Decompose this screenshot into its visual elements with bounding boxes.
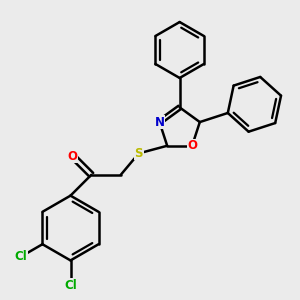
Text: Cl: Cl	[64, 279, 77, 292]
Text: O: O	[187, 139, 197, 152]
Text: S: S	[134, 147, 143, 160]
Text: N: N	[154, 116, 164, 129]
Text: O: O	[68, 150, 78, 163]
Text: Cl: Cl	[14, 250, 27, 263]
